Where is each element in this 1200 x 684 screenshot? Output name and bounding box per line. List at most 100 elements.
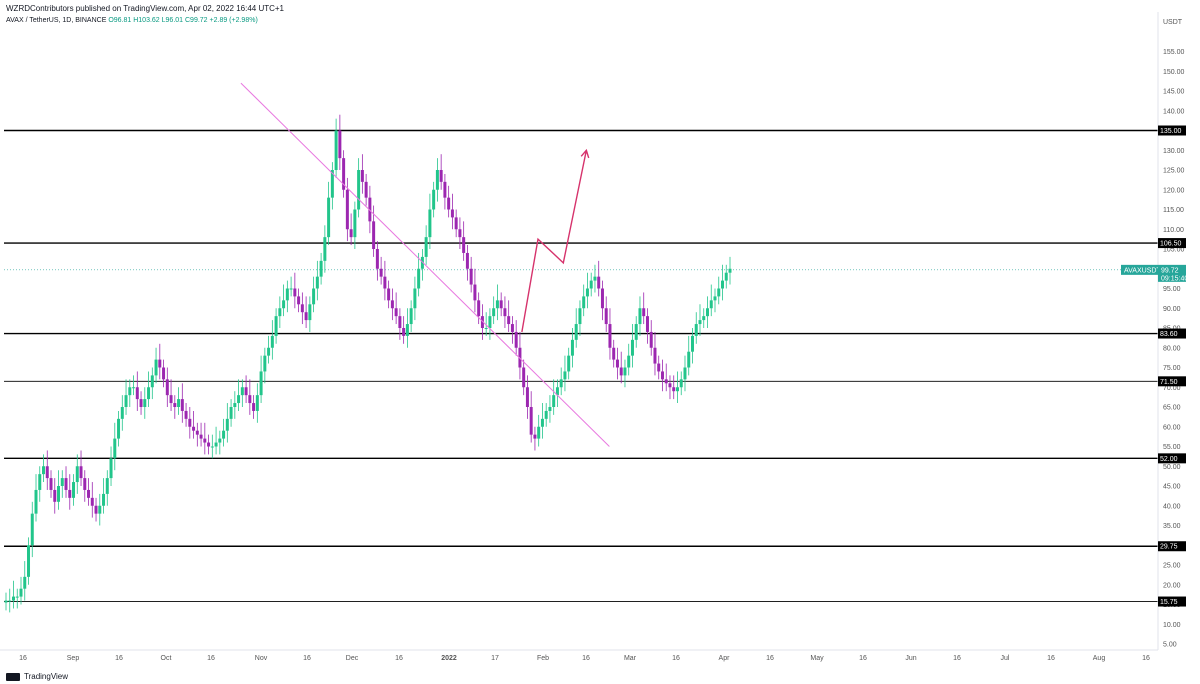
candle-body <box>664 379 668 384</box>
candle-body <box>409 308 413 325</box>
x-tick-label: Apr <box>719 655 731 662</box>
candle-body <box>717 288 721 297</box>
candle-body <box>143 399 147 407</box>
candle-body <box>484 328 488 329</box>
candle-body <box>199 434 203 439</box>
candle-body <box>188 418 192 427</box>
candle-body <box>387 288 391 301</box>
y-tick-label: 125.00 <box>1163 168 1185 175</box>
candle-body <box>495 300 499 309</box>
level-badge <box>1158 376 1186 387</box>
x-tick-label: 16 <box>1142 655 1150 662</box>
candle-body <box>615 359 619 368</box>
candle-body <box>248 395 252 404</box>
candle-body <box>169 395 173 404</box>
candle-body <box>293 288 297 297</box>
candle-body <box>428 209 432 238</box>
candle-body <box>244 387 248 396</box>
candle-body <box>270 335 274 348</box>
candle-body <box>330 170 334 198</box>
candle-body <box>259 371 263 396</box>
candle-body <box>218 438 222 443</box>
candle-body <box>597 276 601 289</box>
candle-body <box>660 371 664 380</box>
candle-body <box>627 355 631 368</box>
x-tick-label: 17 <box>491 655 499 662</box>
candle-body <box>90 497 94 506</box>
candle-body <box>357 170 361 210</box>
candle-body <box>447 197 451 210</box>
candle-body <box>240 387 244 396</box>
candle-body <box>525 387 529 407</box>
candle-body <box>252 403 256 411</box>
level-badges: 135.00 106.50 83.60 71.50 52.00 29.75 15.75 AVA… <box>1121 125 1188 607</box>
candle-body <box>229 407 233 419</box>
level-badge <box>1158 541 1186 552</box>
candle-body <box>570 339 574 356</box>
candle-body <box>42 466 46 475</box>
candle-body <box>233 403 237 407</box>
y-tick-label: 35.00 <box>1163 523 1181 530</box>
candle-body <box>649 331 653 348</box>
candle-body <box>574 324 578 340</box>
level-badge-label: 106.50 <box>1160 241 1182 248</box>
footer: TradingView <box>6 672 68 681</box>
candle-body <box>49 478 53 490</box>
y-tick-label: 55.00 <box>1163 444 1181 451</box>
candle-body <box>724 272 728 281</box>
y-tick-label: 10.00 <box>1163 622 1181 629</box>
candle-body <box>390 300 394 309</box>
y-tick-label: 115.00 <box>1163 207 1184 214</box>
candle-body <box>184 410 188 419</box>
y-tick-label: 145.00 <box>1163 89 1185 96</box>
x-tick-label: Sep <box>67 655 80 662</box>
candle-body <box>469 268 473 285</box>
candle-body <box>398 316 402 328</box>
candle-body <box>338 130 342 159</box>
candle-body <box>19 588 23 597</box>
x-tick-label: Dec <box>346 655 359 662</box>
y-tick-label: 45.00 <box>1163 484 1181 491</box>
candle-body <box>514 331 518 348</box>
y-tick-label: 25.00 <box>1163 563 1181 570</box>
candle-body <box>552 395 556 407</box>
candle-body <box>458 229 462 238</box>
candle-body <box>420 256 424 269</box>
candle-body <box>585 288 589 297</box>
candle-body <box>102 493 106 506</box>
candle-body <box>222 430 226 439</box>
y-tick-label: 75.00 <box>1163 365 1181 372</box>
candle-body <box>162 367 166 380</box>
candle-body <box>679 379 683 388</box>
candle-body <box>173 403 177 407</box>
candle-body <box>72 482 76 498</box>
candle-body <box>282 300 286 309</box>
candle-body <box>687 351 691 368</box>
candle-body <box>668 383 672 388</box>
candle-body <box>503 308 507 317</box>
x-tick-label: 16 <box>1047 655 1055 662</box>
candle-body <box>327 197 331 238</box>
candle-body <box>443 181 447 198</box>
candle-body <box>192 426 196 431</box>
candle-body <box>432 189 436 210</box>
y-tick-label: 5.00 <box>1163 642 1177 649</box>
x-tick-label: Aug <box>1093 655 1106 662</box>
candle-body <box>195 430 199 435</box>
candle-body <box>619 367 623 376</box>
x-tick-label: Mar <box>624 655 637 662</box>
candle-body <box>537 426 541 439</box>
x-tick-label: Jun <box>905 655 916 662</box>
level-badge-label: 52.00 <box>1160 456 1178 463</box>
candle-body <box>8 600 12 602</box>
candle-body <box>630 339 634 356</box>
footer-brand: TradingView <box>24 672 69 681</box>
candle-body <box>68 489 72 498</box>
candle-body <box>653 347 657 364</box>
candle-body <box>210 446 214 448</box>
horizontal-levels <box>4 129 1158 602</box>
level-badge-label: 83.60 <box>1160 331 1178 338</box>
candle-body <box>180 399 184 411</box>
candle-body <box>608 324 612 348</box>
